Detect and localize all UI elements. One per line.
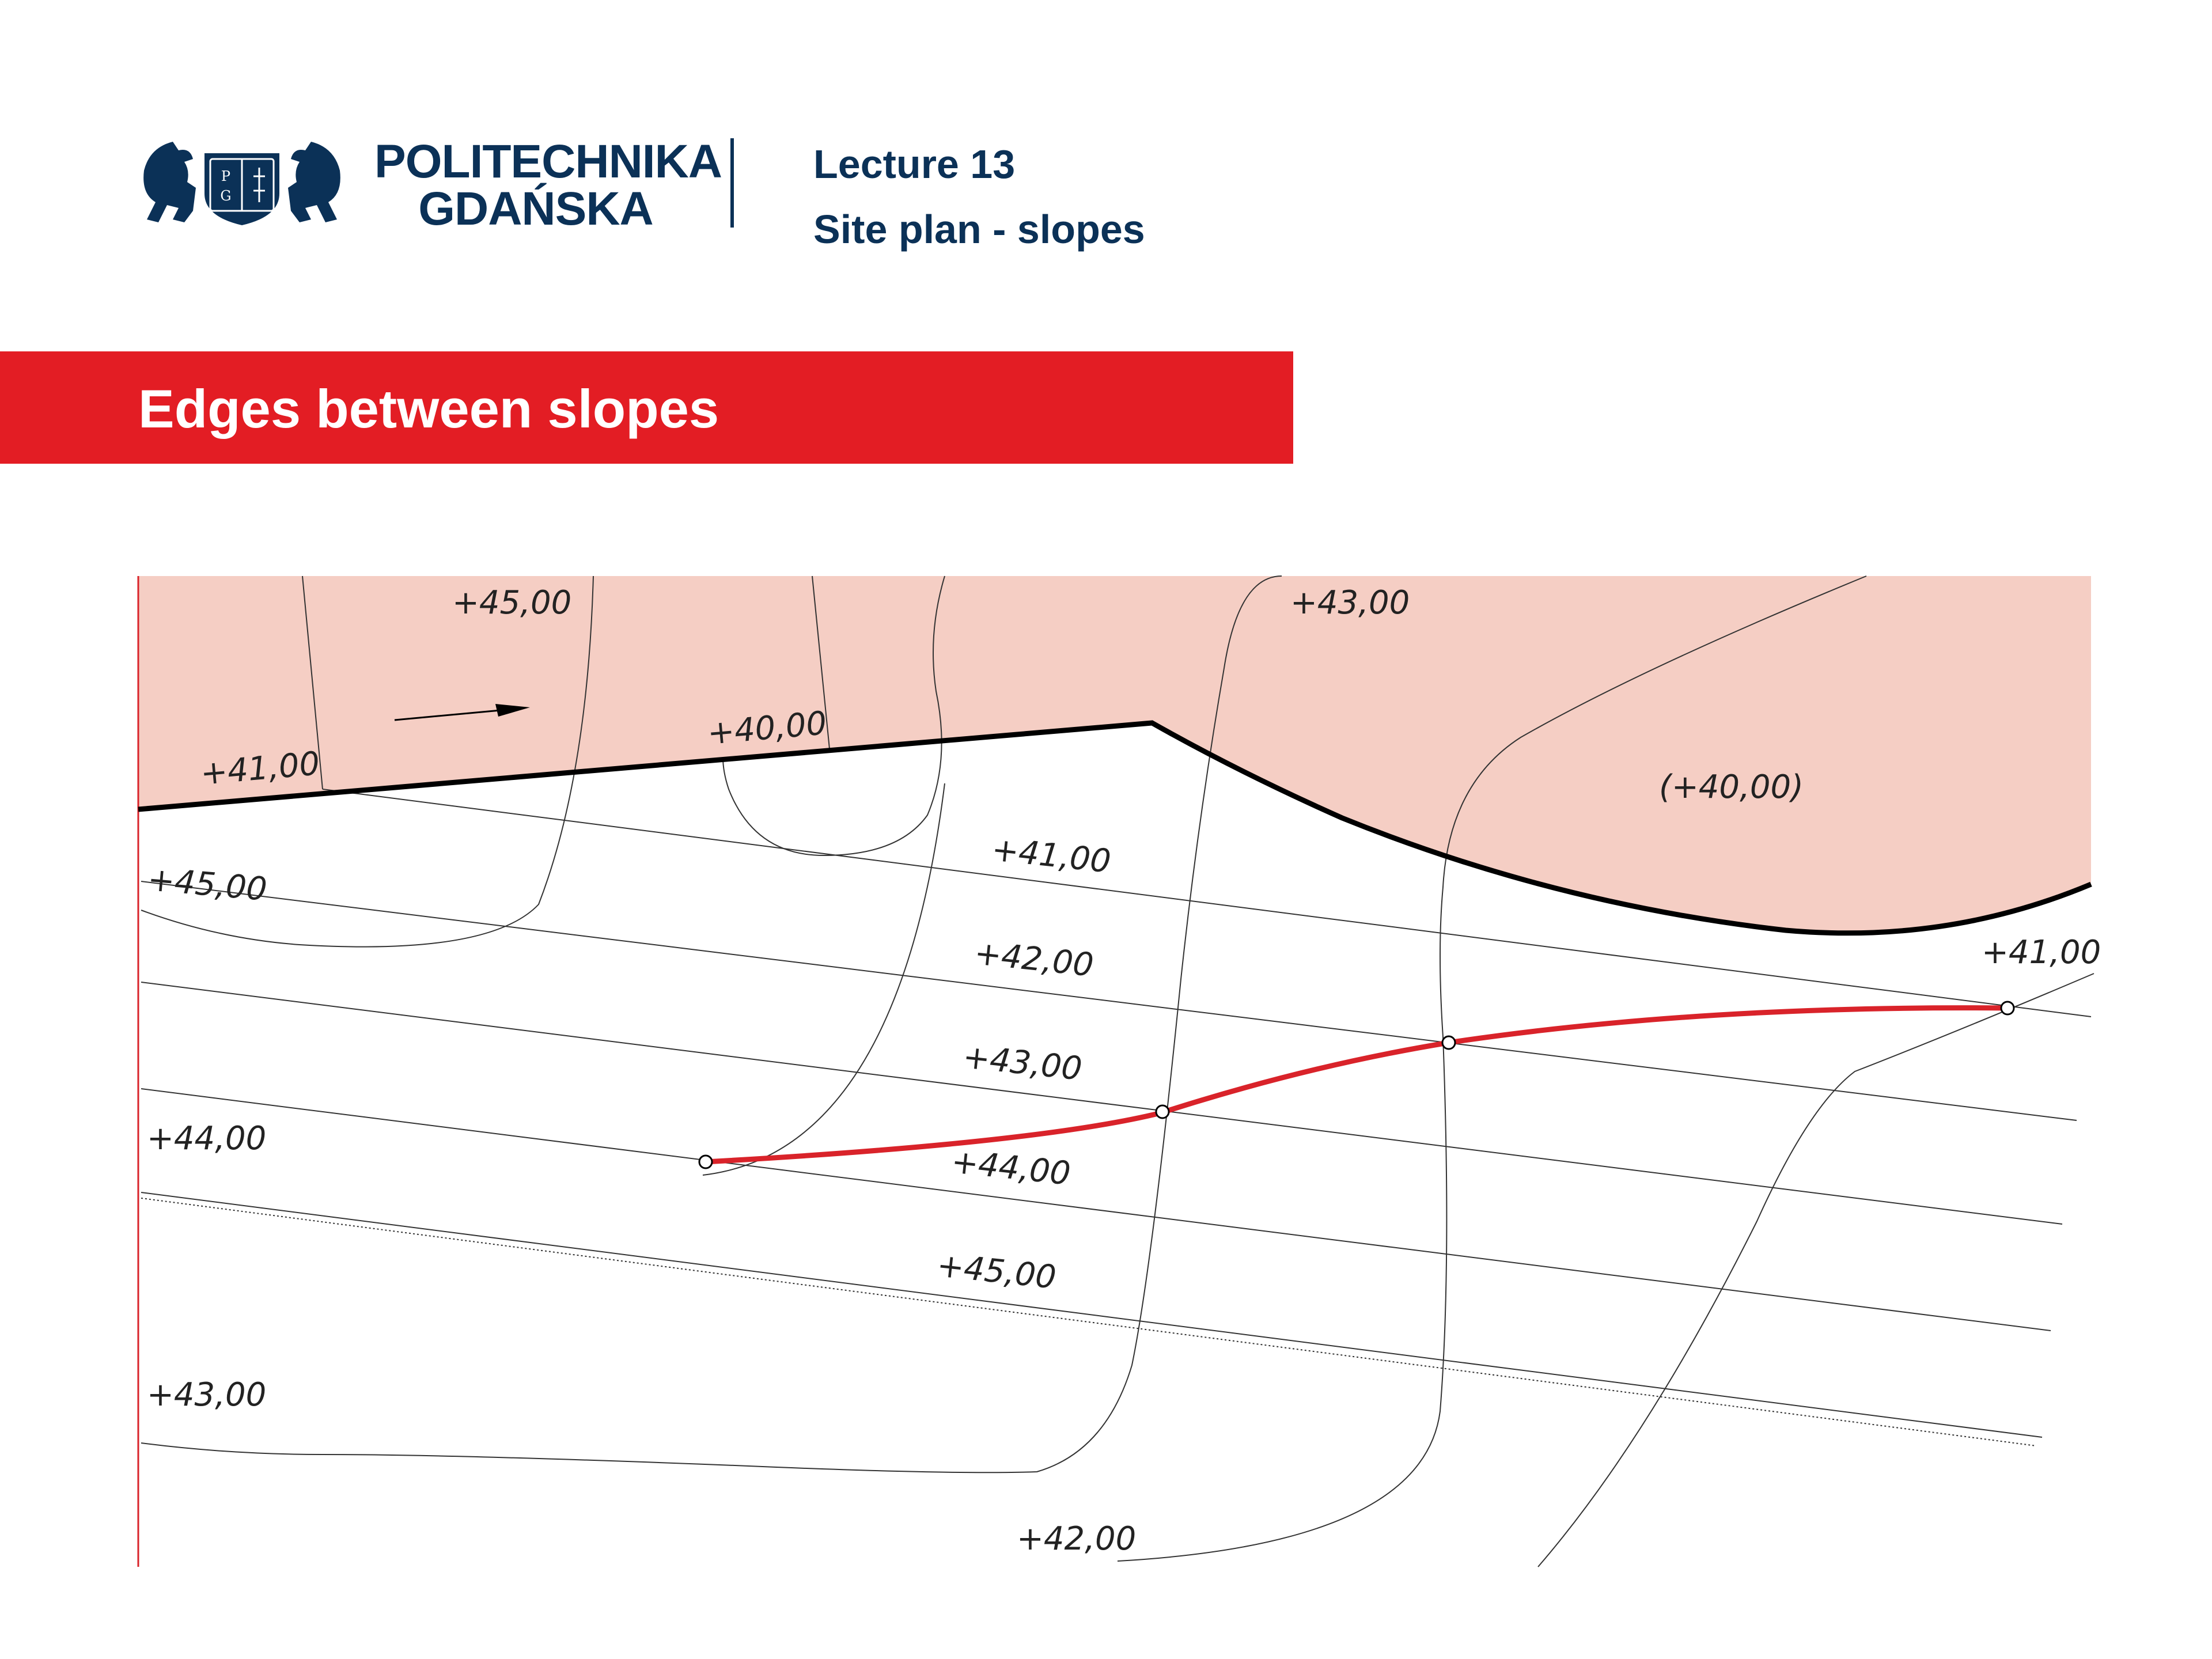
university-name-line1: POLITECHNIKA: [374, 135, 722, 188]
platform-edge: [138, 720, 2092, 936]
lecture-subtitle: Site plan - slopes: [813, 207, 1145, 252]
slope-edge-line: [705, 1005, 2008, 1165]
label-left-44: +44,00: [147, 1120, 266, 1157]
upper-slope-fill: [138, 576, 1152, 809]
label-bottom-42: +42,00: [1017, 1520, 1136, 1558]
edge-point-4: [2000, 1001, 2015, 1016]
edge-point-1: [698, 1154, 713, 1169]
slope-direction-arrow-icon: [394, 704, 530, 721]
lecture-number: Lecture 13: [813, 142, 1016, 187]
section-title: Edges between slopes: [138, 378, 719, 439]
label-row-41: +41,00: [990, 831, 1113, 880]
logo-letter-p: P: [221, 168, 230, 184]
logo-letter-g: G: [220, 188, 231, 204]
label-basin: (+40,00): [1659, 768, 1804, 806]
label-row-42: +42,00: [973, 934, 1096, 984]
basin-fill: [1152, 576, 2091, 933]
label-left-45: +45,00: [146, 861, 268, 908]
university-name-line2: GDAŃSKA: [418, 183, 654, 235]
university-logo-icon: P G: [143, 142, 340, 225]
label-row-43: +43,00: [961, 1038, 1084, 1088]
label-top-left: +45,00: [452, 584, 571, 622]
label-row-44: +44,00: [950, 1143, 1073, 1192]
section-banner: Edges between slopes: [0, 351, 1293, 464]
label-row-45: +45,00: [935, 1247, 1058, 1296]
edge-point-3: [1441, 1035, 1456, 1050]
edge-point-2: [1155, 1104, 1170, 1119]
label-left-43: +43,00: [147, 1376, 266, 1414]
university-name: POLITECHNIKA GDAŃSKA: [374, 135, 722, 235]
header-divider: [730, 138, 734, 228]
label-right-41: +41,00: [1982, 934, 2101, 971]
label-top-right: +43,00: [1290, 584, 1410, 622]
